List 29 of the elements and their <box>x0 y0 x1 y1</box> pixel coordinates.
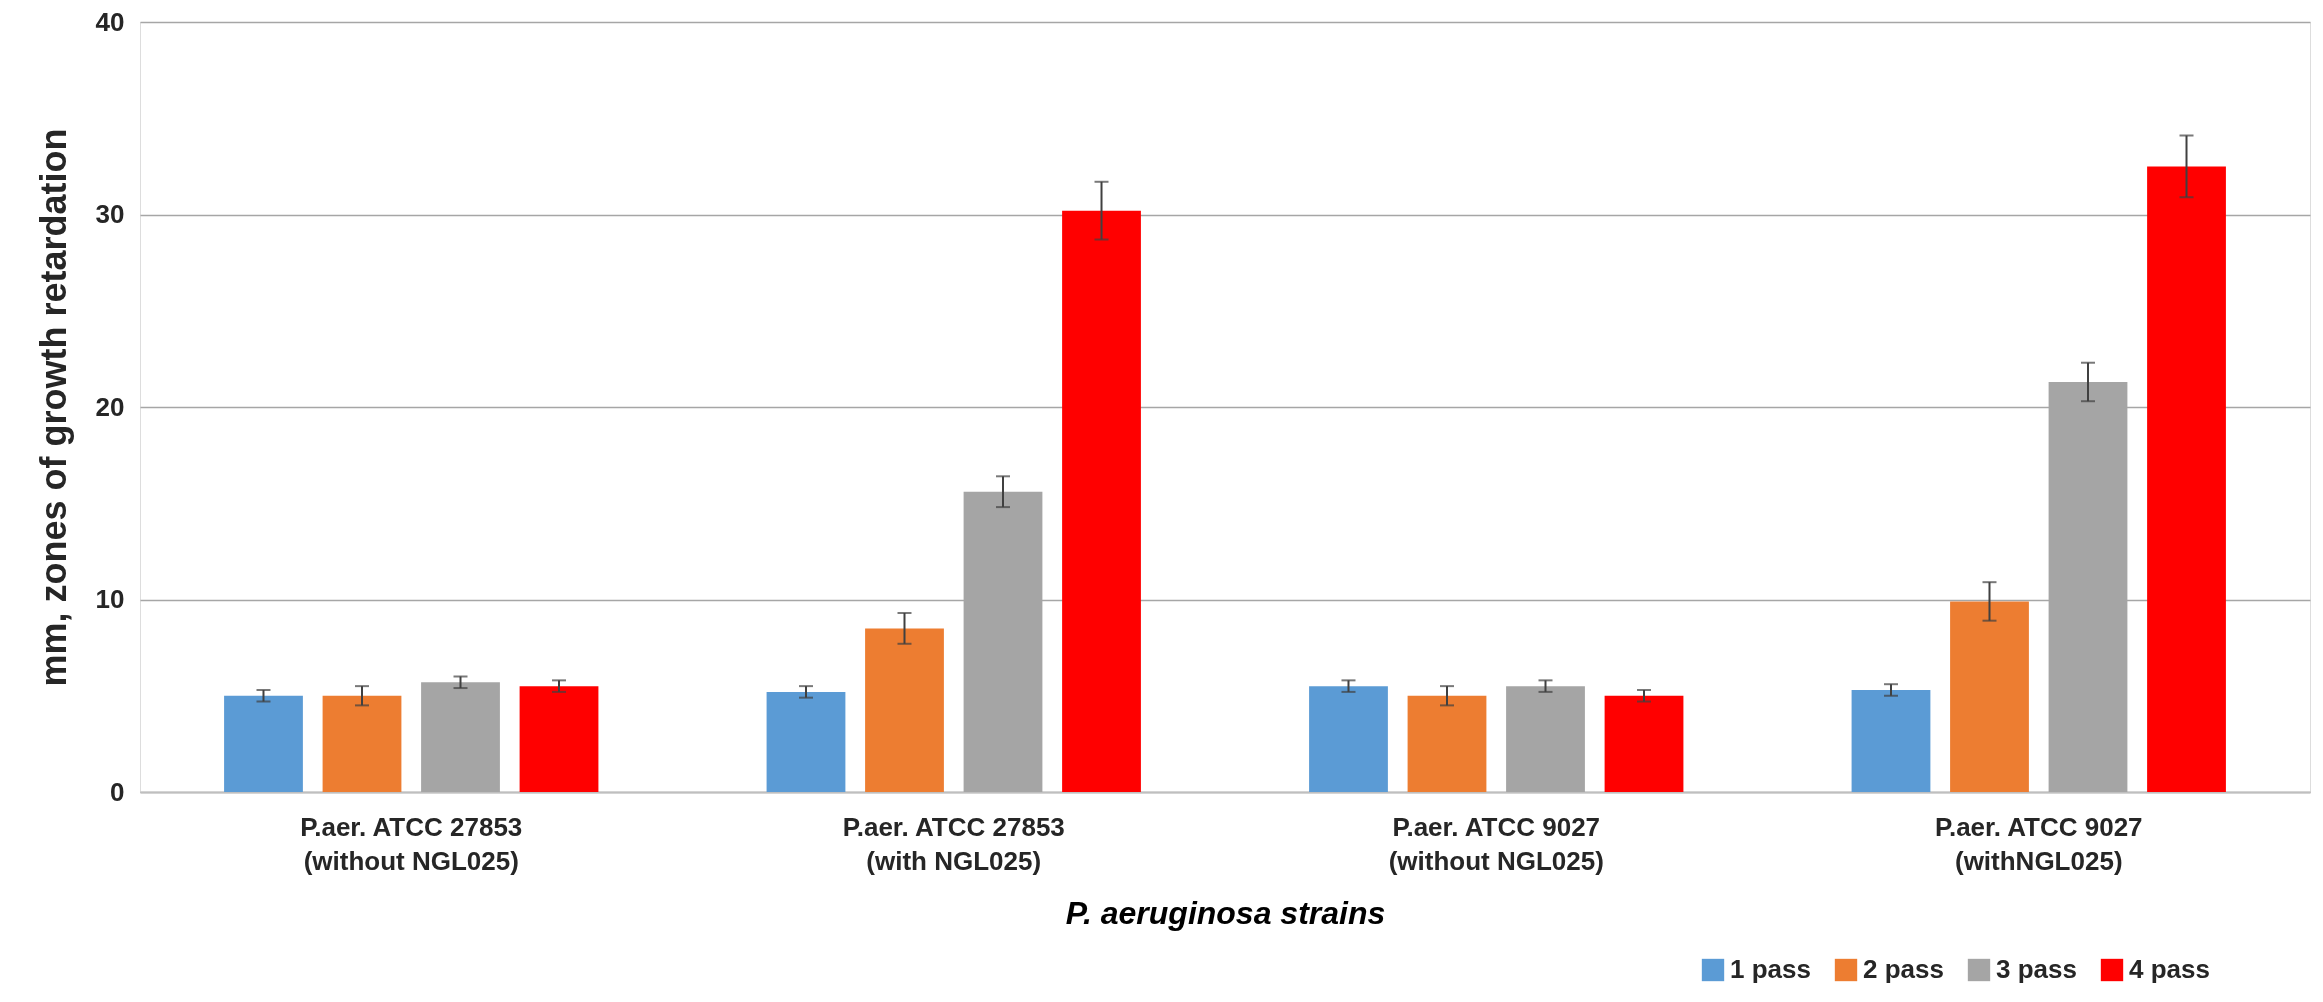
legend-label: 2 pass <box>1863 954 1944 984</box>
bar <box>2147 166 2226 792</box>
bar <box>1851 689 1931 792</box>
y-tick-label: 20 <box>95 391 125 422</box>
legend-label: 1 pass <box>1730 954 1811 984</box>
bar <box>1309 686 1388 792</box>
x-tick-label: P.aer. ATCC 9027 (withNGL025) <box>1934 811 2143 876</box>
y-tick-label: 0 <box>110 776 125 807</box>
bar <box>421 682 500 792</box>
x-tick-label: P.aer. ATCC 27853 (with NGL025) <box>842 811 1065 876</box>
y-tick-label: 10 <box>95 584 125 614</box>
bar <box>519 686 599 792</box>
bar <box>322 695 402 792</box>
y-tick-label: 40 <box>95 6 125 37</box>
bar <box>766 691 846 792</box>
bar <box>865 628 944 792</box>
x-tick-label: P.aer. ATCC 9027 (without NGL025) <box>1388 811 1604 876</box>
x-tick-label: P.aer. ATCC 27853 (without NGL025) <box>300 811 523 876</box>
x-axis-title: P. aeruginosa strains <box>1065 894 1386 931</box>
bar <box>1604 695 1684 792</box>
bar <box>1407 695 1487 792</box>
bar <box>1950 601 2029 792</box>
bar <box>1062 210 1141 792</box>
bar <box>1506 686 1585 792</box>
y-axis-title: mm, zones of growth retardation <box>32 128 74 687</box>
legend-label: 4 pass <box>2129 954 2210 984</box>
bar <box>224 695 303 792</box>
y-tick-label: 30 <box>95 199 125 229</box>
legend-label: 3 pass <box>1996 954 2077 984</box>
